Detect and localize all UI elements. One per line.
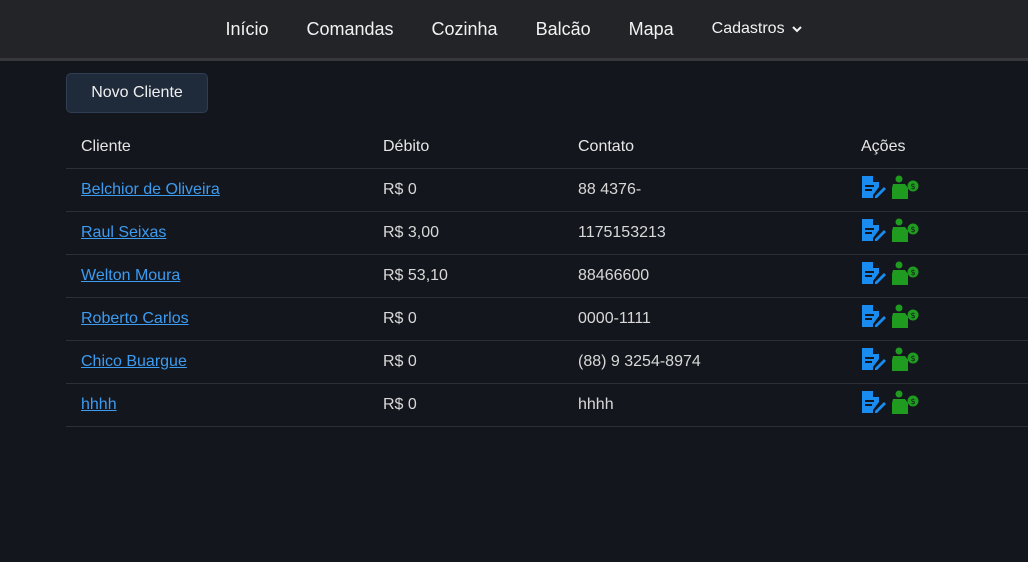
chevron-down-icon: [791, 26, 802, 33]
contato-cell: 88 4376-: [563, 168, 846, 212]
table-row: Roberto Carlos R$ 0 0000-1111 $: [66, 297, 1028, 341]
file-edit-icon[interactable]: [861, 304, 887, 333]
cliente-link[interactable]: Chico Buargue: [81, 352, 187, 370]
svg-text:$: $: [910, 397, 915, 406]
debito-cell: R$ 0: [368, 168, 563, 212]
cliente-cell: Belchior de Oliveira: [66, 168, 368, 212]
file-edit-icon[interactable]: [861, 347, 887, 376]
cliente-link[interactable]: Raul Seixas: [81, 223, 167, 241]
nav-mapa[interactable]: Mapa: [628, 18, 674, 39]
table-row: Chico Buargue R$ 0 (88) 9 3254-8974 $: [66, 340, 1028, 384]
debito-cell: R$ 3,00: [368, 211, 563, 255]
debito-cell: R$ 0: [368, 383, 563, 427]
cliente-cell: Roberto Carlos: [66, 297, 368, 341]
acoes-cell: $: [846, 254, 1028, 298]
header-acoes: Ações: [846, 126, 1028, 169]
acoes-cell: $: [846, 168, 1028, 212]
header-contato: Contato: [563, 126, 846, 169]
person-money-icon[interactable]: $: [891, 304, 919, 333]
table-row: hhhh R$ 0 hhhh $: [66, 383, 1028, 427]
acoes-cell: $: [846, 383, 1028, 427]
contato-cell: 88466600: [563, 254, 846, 298]
acoes-cell: $: [846, 297, 1028, 341]
nav-balcao[interactable]: Balcão: [535, 18, 591, 39]
nav-inicio[interactable]: Início: [225, 18, 269, 39]
top-nav: Início Comandas Cozinha Balcão Mapa Cada…: [0, 0, 1028, 61]
table-row: Belchior de Oliveira R$ 0 88 4376- $: [66, 168, 1028, 212]
acoes-cell: $: [846, 211, 1028, 255]
header-cliente: Cliente: [66, 126, 368, 169]
person-money-icon[interactable]: $: [891, 261, 919, 290]
cliente-link[interactable]: Roberto Carlos: [81, 309, 189, 327]
debito-cell: R$ 0: [368, 297, 563, 341]
table-row: Welton Moura R$ 53,10 88466600 $: [66, 254, 1028, 298]
debito-cell: R$ 0: [368, 340, 563, 384]
file-edit-icon[interactable]: [861, 218, 887, 247]
cliente-cell: Welton Moura: [66, 254, 368, 298]
nav-cozinha[interactable]: Cozinha: [431, 18, 498, 39]
file-edit-icon[interactable]: [861, 175, 887, 204]
header-debito: Débito: [368, 126, 563, 169]
cliente-link[interactable]: Welton Moura: [81, 266, 181, 284]
person-money-icon[interactable]: $: [891, 390, 919, 419]
table-row: Raul Seixas R$ 3,00 1175153213 $: [66, 211, 1028, 255]
person-money-icon[interactable]: $: [891, 175, 919, 204]
contato-cell: (88) 9 3254-8974: [563, 340, 846, 384]
cliente-cell: Raul Seixas: [66, 211, 368, 255]
person-money-icon[interactable]: $: [891, 347, 919, 376]
clientes-table: Cliente Débito Contato Ações Belchior de…: [66, 126, 1028, 427]
cliente-link[interactable]: hhhh: [81, 395, 117, 413]
person-money-icon[interactable]: $: [891, 218, 919, 247]
novo-cliente-button[interactable]: Novo Cliente: [66, 73, 208, 113]
contato-cell: 0000-1111: [563, 297, 846, 341]
svg-text:$: $: [910, 225, 915, 234]
svg-text:$: $: [910, 311, 915, 320]
file-edit-icon[interactable]: [861, 261, 887, 290]
debito-cell: R$ 53,10: [368, 254, 563, 298]
acoes-cell: $: [846, 340, 1028, 384]
contato-cell: hhhh: [563, 383, 846, 427]
svg-text:$: $: [910, 354, 915, 363]
cliente-cell: Chico Buargue: [66, 340, 368, 384]
cliente-cell: hhhh: [66, 383, 368, 427]
nav-comandas[interactable]: Comandas: [306, 18, 394, 39]
cliente-link[interactable]: Belchior de Oliveira: [81, 180, 220, 198]
file-edit-icon[interactable]: [861, 390, 887, 419]
nav-cadastros-dropdown[interactable]: Cadastros: [712, 20, 803, 38]
svg-text:$: $: [910, 268, 915, 277]
contato-cell: 1175153213: [563, 211, 846, 255]
nav-cadastros-label: Cadastros: [711, 20, 785, 37]
svg-text:$: $: [910, 182, 915, 191]
